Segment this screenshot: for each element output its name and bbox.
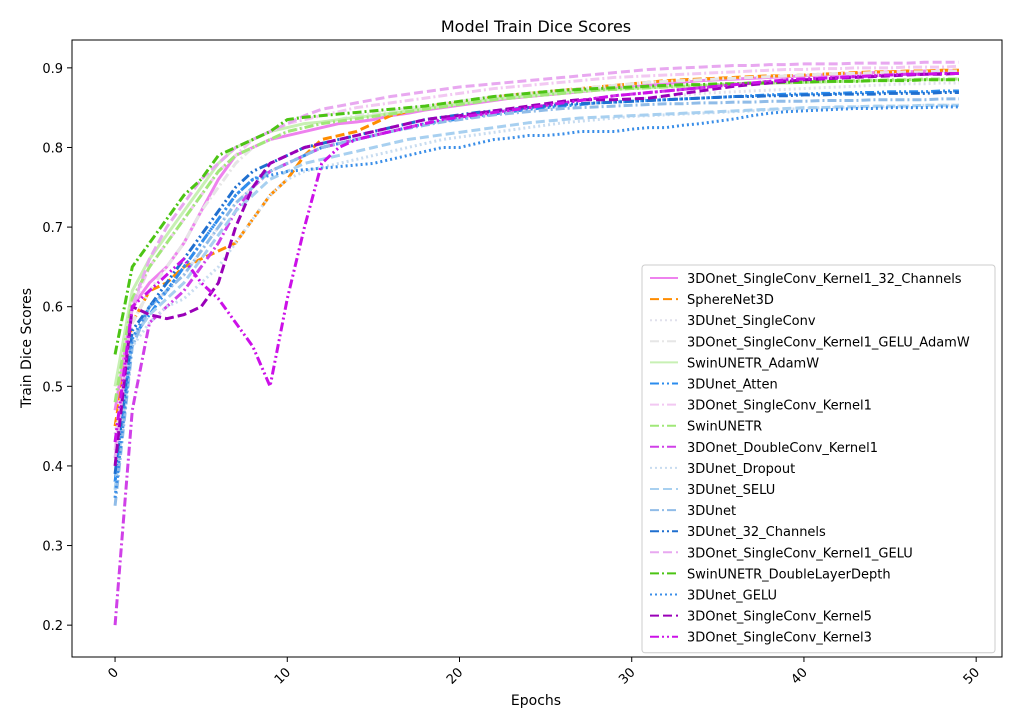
legend-entry-label: 3DUnet_Atten xyxy=(687,378,778,393)
series-line-3DOnet_SingleConv_Kernel1_GELU xyxy=(113,60,959,459)
y-tick-label: 0.7 xyxy=(42,221,63,236)
x-axis-label: Epochs xyxy=(511,693,561,709)
legend-box xyxy=(641,264,996,654)
legend-entry-label: SwinUNETR_DoubleLayerDepth xyxy=(687,567,891,582)
y-tick-label: 0.2 xyxy=(42,619,63,634)
legend-entry-label: 3DOnet_SingleConv_Kernel1 xyxy=(687,399,872,414)
series-line-3DUnet_32_Channels xyxy=(113,91,959,475)
legend-entry-label: SwinUNETR xyxy=(687,420,762,435)
legend-entry-label: 3DUnet_SELU xyxy=(687,483,775,498)
plot-frame xyxy=(71,39,1003,658)
x-tick-label: 0 xyxy=(105,665,121,681)
legend-entry-label: 3DUnet_Dropout xyxy=(687,462,795,477)
legend-entry-label: SwinUNETR_AdamW xyxy=(687,356,819,371)
legend-entry-label: 3DUnet xyxy=(687,504,736,519)
y-tick-label: 0.9 xyxy=(42,62,63,77)
y-tick-label: 0.5 xyxy=(42,380,63,395)
series-line-SwinUNETR_DoubleLayerDepth xyxy=(113,78,959,355)
x-tick-label: 40 xyxy=(788,665,810,687)
legend-entry-label: SphereNet3D xyxy=(687,293,774,308)
legend: 3DOnet_SingleConv_Kernel1_32_Channels Sph… xyxy=(641,264,996,654)
x-tick-label: 20 xyxy=(444,665,466,687)
series-line-3DUnet_SELU xyxy=(113,103,959,490)
legend-entry-label: 3DOnet_SingleConv_Kernel5 xyxy=(687,610,872,625)
legend-entry-label: 3DUnet_32_Channels xyxy=(687,525,826,540)
legend-entry-label: 3DOnet_SingleConv_Kernel1_GELU_AdamW xyxy=(687,335,970,350)
y-tick-label: 0.6 xyxy=(42,301,63,316)
y-tick-label: 0.3 xyxy=(42,540,63,555)
legend-entry-label: 3DOnet_DoubleConv_Kernel1 xyxy=(687,441,878,456)
y-tick-label: 0.4 xyxy=(42,460,63,475)
y-axis-label: Train Dice Scores xyxy=(19,288,35,409)
series-line-3DOnet_SingleConv_Kernel1 xyxy=(113,64,960,451)
y-tick-label: 0.8 xyxy=(42,141,63,156)
plot-area xyxy=(113,60,960,626)
series-line-3DUnet_Atten xyxy=(113,89,959,483)
x-tick-label: 50 xyxy=(961,665,983,687)
legend-entry-label: 3DUnet_SingleConv xyxy=(687,314,816,329)
chart-title: Model Train Dice Scores xyxy=(441,17,631,36)
series-line-3DOnet_SingleConv_Kernel3 xyxy=(113,71,959,443)
legend-entry-label: 3DOnet_SingleConv_Kernel1_32_Channels xyxy=(687,272,962,287)
y-axis: 0.2 0.3 0.4 0.5 0.6 0.7 0.8 0.9 xyxy=(42,62,72,634)
legend-entry-label: 3DOnet_SingleConv_Kernel1_GELU xyxy=(687,546,913,561)
x-tick-label: 10 xyxy=(272,665,294,687)
series-line-3DOnet_SingleConv_Kernel1_GELU_AdamW xyxy=(113,69,959,443)
legend-entry-label: 3DUnet_GELU xyxy=(687,589,777,604)
series-line-3DUnet xyxy=(113,97,959,506)
x-tick-label: 30 xyxy=(616,665,638,687)
legend-entry-label: 3DOnet_SingleConv_Kernel3 xyxy=(687,631,872,646)
series-line-3DUnet_Dropout xyxy=(113,103,959,498)
x-axis: 0 10 20 30 40 50 xyxy=(105,657,983,688)
